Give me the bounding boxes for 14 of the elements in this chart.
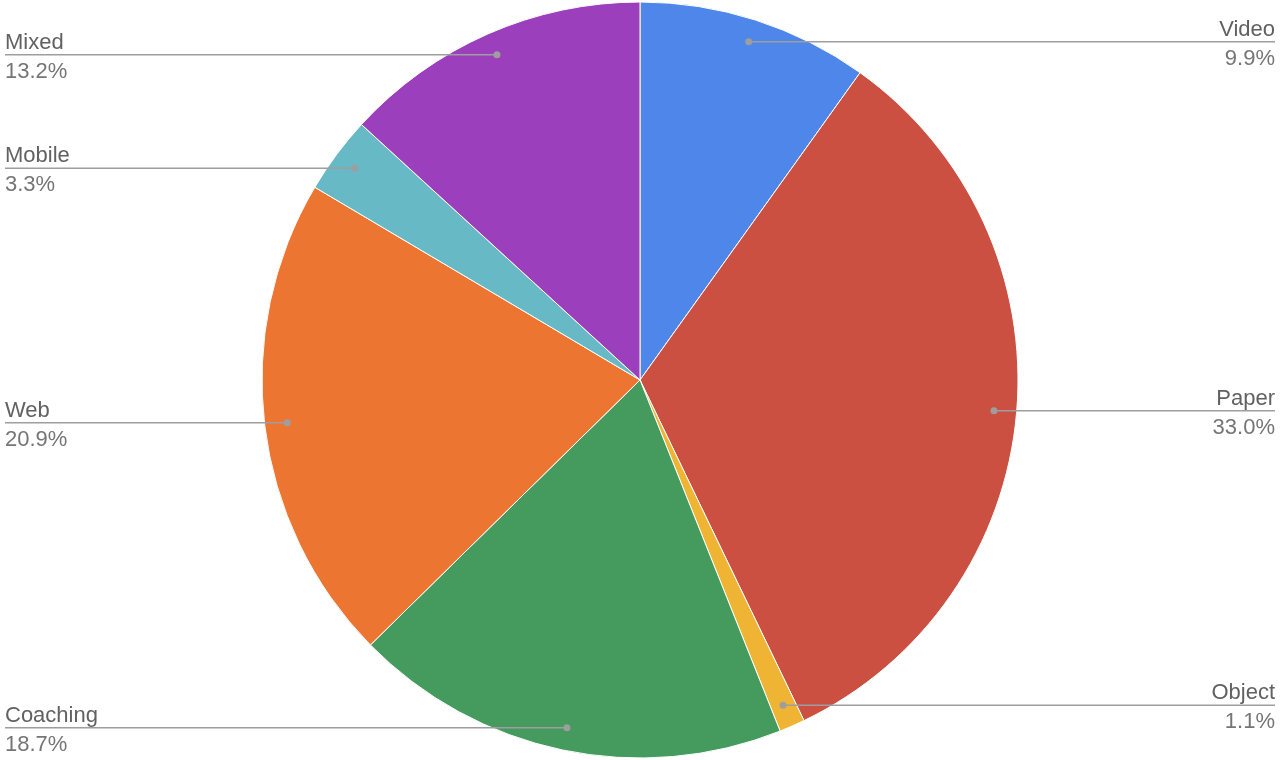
data-label: 1.1% [1224, 708, 1275, 734]
slice-label: Mobile [5, 142, 70, 168]
data-label: 33.0% [1212, 413, 1275, 439]
slice-label: Web [5, 396, 50, 422]
data-label: 20.9% [5, 425, 68, 451]
slice-label: Mixed [5, 28, 64, 54]
data-label: 18.7% [5, 730, 68, 756]
slice-label: Paper [1216, 384, 1275, 410]
slice-label: Object [1211, 679, 1275, 705]
data-label: 9.9% [1224, 44, 1275, 70]
slice-label: Coaching [5, 701, 98, 727]
slice-label: Video [1219, 15, 1275, 41]
data-label: 3.3% [5, 171, 56, 197]
data-label: 13.2% [5, 57, 68, 83]
